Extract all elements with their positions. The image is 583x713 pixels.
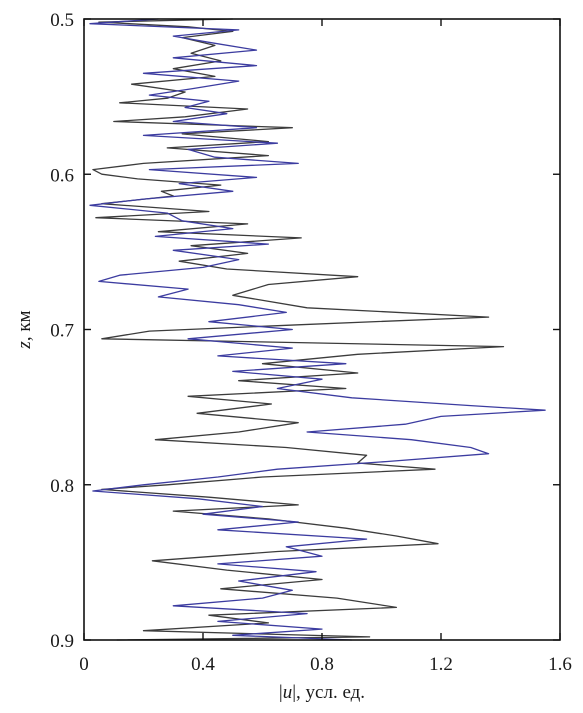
y-tick-label: 0.5 [50,10,74,31]
x-tick-label: 1.2 [429,654,453,675]
y-tick-label: 0.8 [50,476,74,497]
series-line-2 [89,18,546,641]
x-axis-ticks: 0 0.4 0.8 1.2 1.6 [79,19,572,675]
series-line-1 [92,18,505,641]
y-tick-label: 0.9 [50,631,74,652]
x-axis-title: |u|, усл. ед. [279,682,365,703]
x-tick-label: 0.4 [191,654,215,675]
x-tick-label: 0.8 [310,654,334,675]
y-tick-label: 0.7 [50,321,74,342]
plot-frame [83,18,561,641]
y-axis-ticks: 0.5 0.6 0.7 0.8 0.9 [50,10,560,652]
x-tick-label: 1.6 [548,654,572,675]
y-axis-title: z, км [14,310,35,349]
series-layer [89,18,546,641]
x-tick-label: 0 [79,654,89,675]
y-tick-label: 0.6 [50,165,74,186]
